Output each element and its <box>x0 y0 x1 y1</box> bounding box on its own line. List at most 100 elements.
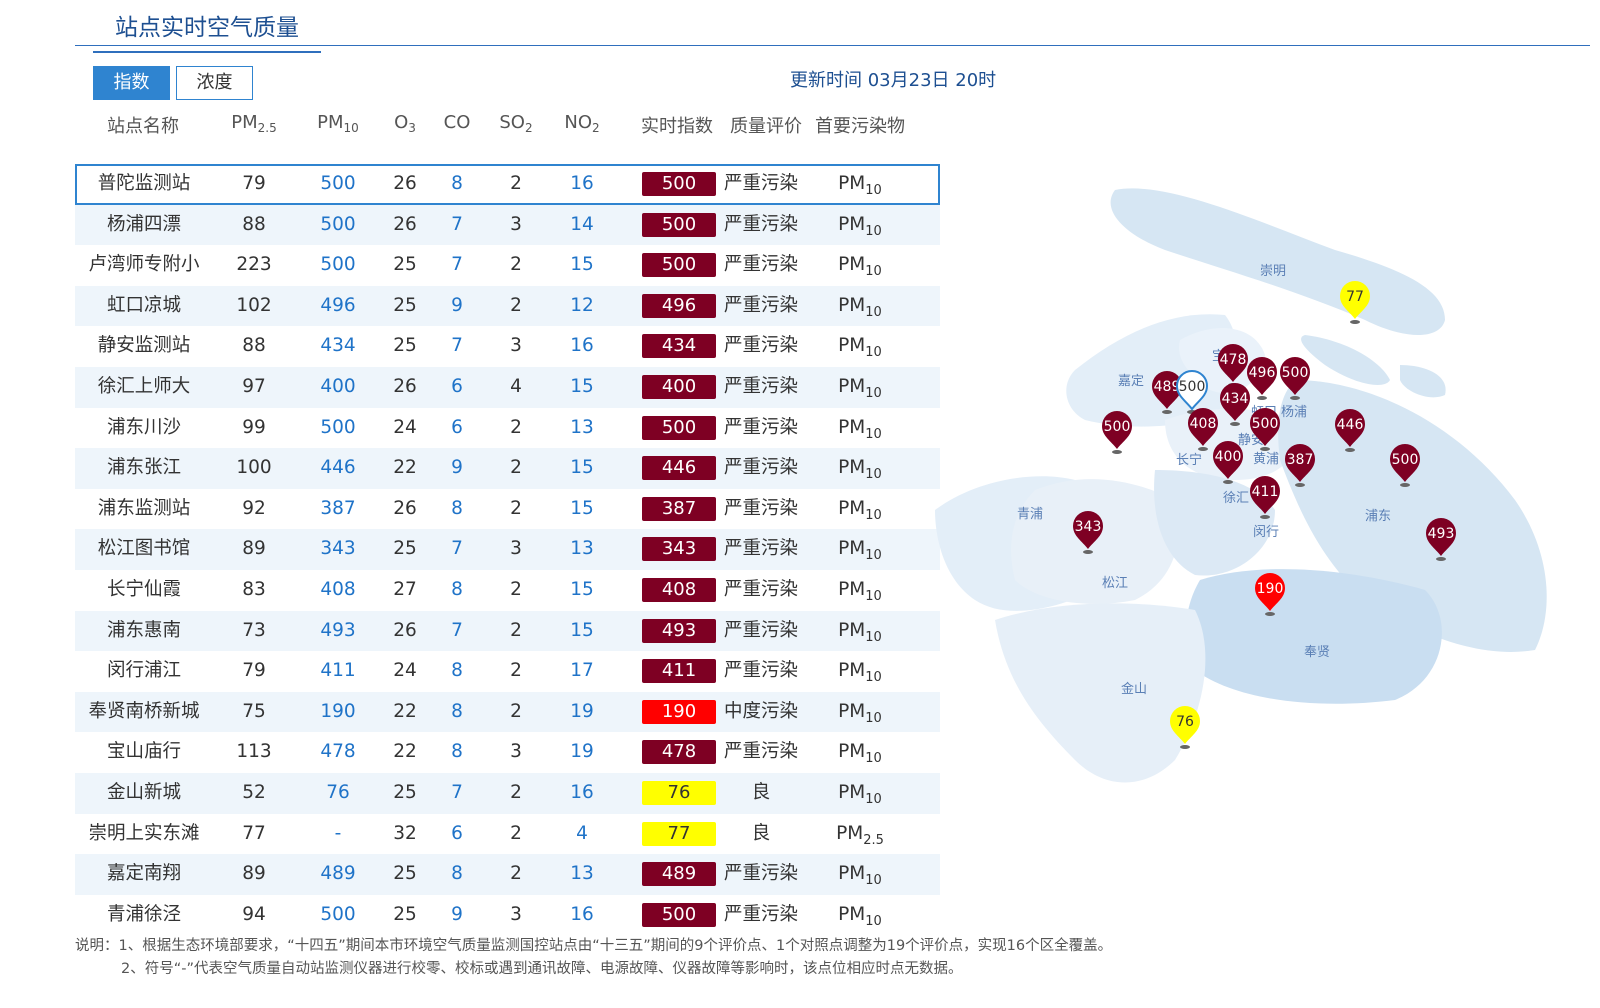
map-marker[interactable]: 190 <box>1255 573 1285 616</box>
table-row[interactable]: 徐汇上师大 97 400 26 6 4 15 严重污染 400 PM10 <box>75 366 940 408</box>
cell-pm10: 190 <box>320 700 356 722</box>
cell-co: 9 <box>451 903 463 925</box>
map-marker[interactable]: 76 <box>1170 706 1200 749</box>
marker-pin <box>1335 409 1365 447</box>
table-row[interactable]: 浦东张江 100 446 22 9 2 15 严重污染 446 PM10 <box>75 448 940 489</box>
map-marker[interactable]: 478 <box>1218 344 1248 387</box>
district-hengsha[interactable] <box>1400 365 1446 398</box>
cell-pm10: 434 <box>320 335 356 357</box>
table-row[interactable]: 青浦徐泾 94 500 25 9 3 16 严重污染 500 PM10 <box>75 895 940 936</box>
map-marker[interactable]: 400 <box>1213 441 1243 484</box>
cell-no2: 19 <box>570 741 594 763</box>
cell-so2: 2 <box>510 660 522 682</box>
district-songjiang[interactable] <box>1011 479 1179 604</box>
cell-co: 8 <box>451 741 463 763</box>
map-marker[interactable]: 500 <box>1280 357 1310 400</box>
primary-subscript: 10 <box>865 426 882 442</box>
table-row[interactable]: 闵行浦江 79 411 24 8 2 17 严重污染 411 PM10 <box>75 651 940 692</box>
cell-no2: 16 <box>570 335 594 357</box>
map-marker[interactable]: 500 <box>1175 370 1209 414</box>
table-row[interactable]: 虹口凉城 102 496 25 9 2 12 严重污染 496 PM10 <box>75 285 940 327</box>
marker-value: 434 <box>1222 391 1249 407</box>
map-marker[interactable]: 77 <box>1340 281 1370 324</box>
map-marker[interactable]: 489 <box>1152 371 1182 414</box>
district-pudong[interactable] <box>1278 380 1547 652</box>
cell-primary-pollutant: PM10 <box>820 164 900 205</box>
table-row[interactable]: 金山新城 52 76 25 7 2 16 良 76 PM10 <box>75 772 940 814</box>
marker-shadow <box>1436 557 1446 561</box>
station-table: 普陀监测站 79 500 26 8 2 16 严重污染 500 PM10 杨浦四漂 88 500 26 7 3… <box>75 164 940 935</box>
marker-pin <box>1188 408 1218 446</box>
cell-so2: 2 <box>510 578 522 600</box>
cell-primary-pollutant: PM10 <box>820 489 900 530</box>
district-changxing[interactable] <box>1301 335 1390 385</box>
cell-pm10: - <box>334 822 342 844</box>
table-row[interactable]: 杨浦四漂 88 500 26 7 3 14 严重污染 500 PM10 <box>75 204 940 246</box>
cell-pm25: 89 <box>242 538 266 560</box>
tab-index[interactable]: 指数 <box>93 66 170 100</box>
map-marker[interactable]: 500 <box>1250 408 1280 451</box>
table-row[interactable]: 嘉定南翔 89 489 25 8 2 13 严重污染 489 PM10 <box>75 854 940 895</box>
cell-so2: 3 <box>510 741 522 763</box>
cell-o3: 32 <box>393 822 417 844</box>
table-row[interactable]: 浦东监测站 92 387 26 8 2 15 严重污染 387 PM10 <box>75 489 940 530</box>
map-marker[interactable]: 408 <box>1188 408 1218 451</box>
map-marker[interactable]: 411 <box>1250 476 1280 519</box>
cell-o3: 26 <box>393 375 417 397</box>
table-row[interactable]: 静安监测站 88 434 25 7 3 16 严重污染 434 PM10 <box>75 326 940 367</box>
cell-quality: 严重污染 <box>723 660 798 682</box>
map-marker[interactable]: 493 <box>1426 518 1456 561</box>
marker-value: 411 <box>1252 484 1279 500</box>
primary-label: PM <box>838 781 866 803</box>
primary-label: PM <box>838 497 866 519</box>
tab-concentration[interactable]: 浓度 <box>176 66 253 100</box>
map-marker[interactable]: 500 <box>1102 411 1132 454</box>
cell-so2: 2 <box>510 457 522 479</box>
map-marker[interactable]: 434 <box>1220 383 1250 426</box>
table-row[interactable]: 松江图书馆 89 343 25 7 3 13 严重污染 343 PM10 <box>75 529 940 570</box>
map-marker[interactable]: 343 <box>1073 511 1103 554</box>
table-row[interactable]: 浦东川沙 99 500 24 6 2 13 严重污染 500 PM10 <box>75 408 940 449</box>
table-row[interactable]: 卢湾师专附小 223 500 25 7 2 15 严重污染 500 PM10 <box>75 245 940 286</box>
cell-pm10: 500 <box>320 173 356 194</box>
page-title: 站点实时空气质量 <box>93 8 321 53</box>
map-marker[interactable]: 446 <box>1335 409 1365 452</box>
header-quality: 质量评价 <box>730 116 802 137</box>
primary-label: PM <box>838 213 866 235</box>
cell-pm10: 408 <box>320 578 356 600</box>
map-marker[interactable]: 387 <box>1285 444 1315 487</box>
table-row[interactable]: 崇明上实东滩 77 - 32 6 2 4 良 77 PM2.5 <box>75 814 940 855</box>
district-fengxian[interactable] <box>1185 569 1442 704</box>
district-minhang[interactable] <box>1154 470 1275 576</box>
label-pudong: 浦东 <box>1365 509 1391 524</box>
map-marker[interactable]: 500 <box>1390 444 1420 487</box>
cell-no2: 12 <box>570 294 594 316</box>
map-marker[interactable]: 496 <box>1247 357 1277 400</box>
table-row[interactable]: 长宁仙霞 83 408 27 8 2 15 严重污染 408 PM10 <box>75 570 940 611</box>
primary-label: PM <box>838 619 866 641</box>
marker-pin <box>1213 441 1243 479</box>
table-row[interactable]: 浦东惠南 73 493 26 7 2 15 严重污染 493 PM10 <box>75 610 940 652</box>
district-jinshan[interactable] <box>995 603 1206 783</box>
table-row[interactable]: 宝山庙行 113 478 22 8 3 19 严重污染 478 PM10 <box>75 732 940 773</box>
primary-subscript: 10 <box>865 507 882 523</box>
cell-co: 7 <box>451 781 463 803</box>
label-songjiang: 松江 <box>1102 576 1128 591</box>
marker-pin <box>1280 357 1310 395</box>
cell-station: 虹口凉城 <box>106 294 181 316</box>
cell-pm10: 500 <box>320 903 356 925</box>
cell-o3: 25 <box>393 903 417 925</box>
table-row[interactable]: 普陀监测站 79 500 26 8 2 16 严重污染 500 PM10 <box>75 164 940 205</box>
cell-pm25: 94 <box>242 903 266 925</box>
marker-pin <box>1250 408 1280 446</box>
cell-so2: 3 <box>510 903 522 925</box>
cell-co: 7 <box>451 335 463 357</box>
marker-pin <box>1218 344 1248 382</box>
cell-pm25: 89 <box>242 863 266 885</box>
district-chongming[interactable] <box>1110 188 1445 335</box>
primary-label: PM <box>838 457 866 479</box>
table-row[interactable]: 奉贤南桥新城 75 190 22 8 2 19 中度污染 190 PM10 <box>75 691 940 733</box>
marker-pin <box>1102 411 1132 449</box>
marker-shadow <box>1257 396 1267 400</box>
primary-subscript: 10 <box>865 710 882 726</box>
